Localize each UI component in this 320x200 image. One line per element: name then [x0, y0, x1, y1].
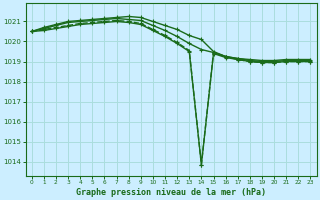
X-axis label: Graphe pression niveau de la mer (hPa): Graphe pression niveau de la mer (hPa): [76, 188, 266, 197]
